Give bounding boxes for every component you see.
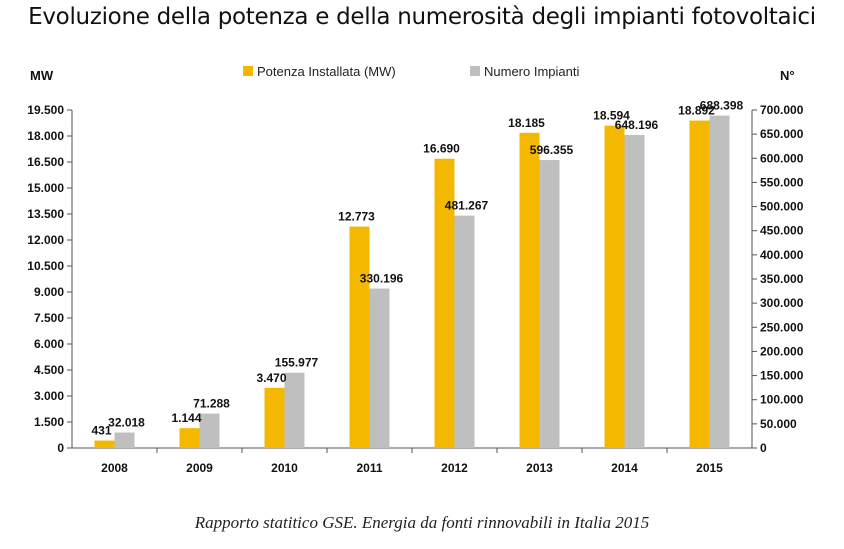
- data-label-potenza-2014: 18.594: [593, 109, 630, 123]
- left-tick-label: 9.000: [34, 285, 64, 299]
- right-tick-label: 250.000: [760, 320, 804, 334]
- bar-potenza-2009: [179, 428, 200, 448]
- left-tick-label: 18.000: [27, 129, 64, 143]
- data-label-potenza-2011: 12.773: [338, 210, 375, 224]
- data-label-impianti-2012: 481.267: [445, 199, 489, 213]
- left-tick-label: 12.000: [27, 233, 64, 247]
- left-tick-label: 1.500: [34, 415, 64, 429]
- left-tick-label: 4.500: [34, 363, 64, 377]
- left-tick-label: 16.500: [27, 155, 64, 169]
- left-tick-label: 19.500: [27, 103, 64, 117]
- x-tick-label-2008: 2008: [101, 461, 128, 475]
- right-tick-label: 550.000: [760, 175, 804, 189]
- left-tick-label: 7.500: [34, 311, 64, 325]
- right-tick-label: 450.000: [760, 224, 804, 238]
- bar-impianti-2012: [454, 215, 475, 448]
- left-tick-label: 3.000: [34, 389, 64, 403]
- right-tick-label: 50.000: [760, 417, 797, 431]
- bar-potenza-2008: [94, 440, 115, 448]
- bar-potenza-2013: [519, 132, 540, 448]
- bar-impianti-2011: [369, 288, 390, 448]
- x-tick-label-2011: 2011: [356, 461, 382, 475]
- x-tick-label-2015: 2015: [696, 461, 723, 475]
- right-tick-label: 500.000: [760, 200, 804, 214]
- right-tick-label: 650.000: [760, 127, 804, 141]
- left-tick-label: 0: [57, 441, 64, 455]
- data-label-potenza-2015: 18.892: [678, 104, 715, 118]
- data-label-impianti-2014: 648.196: [615, 118, 659, 132]
- right-tick-label: 700.000: [760, 103, 804, 117]
- bar-potenza-2011: [349, 226, 370, 448]
- bar-impianti-2008: [114, 432, 135, 448]
- bar-impianti-2009: [199, 413, 220, 448]
- caption: Rapporto statitico GSE. Energia da fonti…: [194, 513, 650, 532]
- legend: Potenza Installata (MW) Numero Impianti: [243, 64, 579, 79]
- data-label-potenza-2010: 3.470: [256, 371, 286, 385]
- data-label-potenza-2009: 1.144: [171, 411, 201, 425]
- left-tick-label: 10.500: [27, 259, 64, 273]
- left-tick-label: 6.000: [34, 337, 64, 351]
- right-tick-label: 600.000: [760, 151, 804, 165]
- x-tick-label-2013: 2013: [526, 461, 553, 475]
- legend-label-potenza: Potenza Installata (MW): [257, 64, 396, 79]
- right-tick-label: 300.000: [760, 296, 804, 310]
- left-tick-label: 15.000: [27, 181, 64, 195]
- bar-impianti-2014: [624, 135, 645, 449]
- x-tick-label-2012: 2012: [441, 461, 468, 475]
- right-tick-label: 200.000: [760, 344, 804, 358]
- right-tick-label: 100.000: [760, 393, 804, 407]
- data-label-impianti-2009: 71.288: [193, 397, 230, 411]
- data-label-potenza-2013: 18.185: [508, 116, 545, 130]
- data-label-potenza-2008: 431: [91, 424, 111, 438]
- bar-potenza-2014: [604, 125, 625, 448]
- x-tick-label-2014: 2014: [611, 461, 638, 475]
- bar-impianti-2015: [709, 115, 730, 448]
- data-label-potenza-2012: 16.690: [423, 142, 460, 156]
- x-tick-label-2010: 2010: [271, 461, 298, 475]
- legend-swatch-impianti: [470, 66, 480, 76]
- bar-impianti-2010: [284, 372, 305, 448]
- legend-swatch-potenza: [243, 66, 253, 76]
- chart-title: Evoluzione della potenza e della numeros…: [28, 4, 816, 30]
- data-label-impianti-2013: 596.355: [530, 143, 574, 157]
- right-tick-label: 150.000: [760, 369, 804, 383]
- right-tick-label: 0: [760, 441, 767, 455]
- data-label-impianti-2011: 330.196: [360, 272, 404, 286]
- data-label-impianti-2015: 688.398: [700, 99, 744, 113]
- x-tick-label-2009: 2009: [186, 461, 213, 475]
- bar-potenza-2012: [434, 158, 455, 448]
- bar-impianti-2013: [539, 160, 560, 449]
- legend-label-impianti: Numero Impianti: [484, 64, 579, 79]
- right-tick-label: 350.000: [760, 272, 804, 286]
- right-tick-label: 400.000: [760, 248, 804, 262]
- left-tick-label: 13.500: [27, 207, 64, 221]
- bar-potenza-2010: [264, 387, 285, 448]
- data-label-impianti-2008: 32.018: [108, 416, 145, 430]
- left-axis-label: MW: [30, 68, 54, 83]
- data-label-impianti-2010: 155.977: [275, 356, 319, 370]
- bar-potenza-2015: [689, 120, 710, 448]
- right-axis-label: N°: [780, 68, 795, 83]
